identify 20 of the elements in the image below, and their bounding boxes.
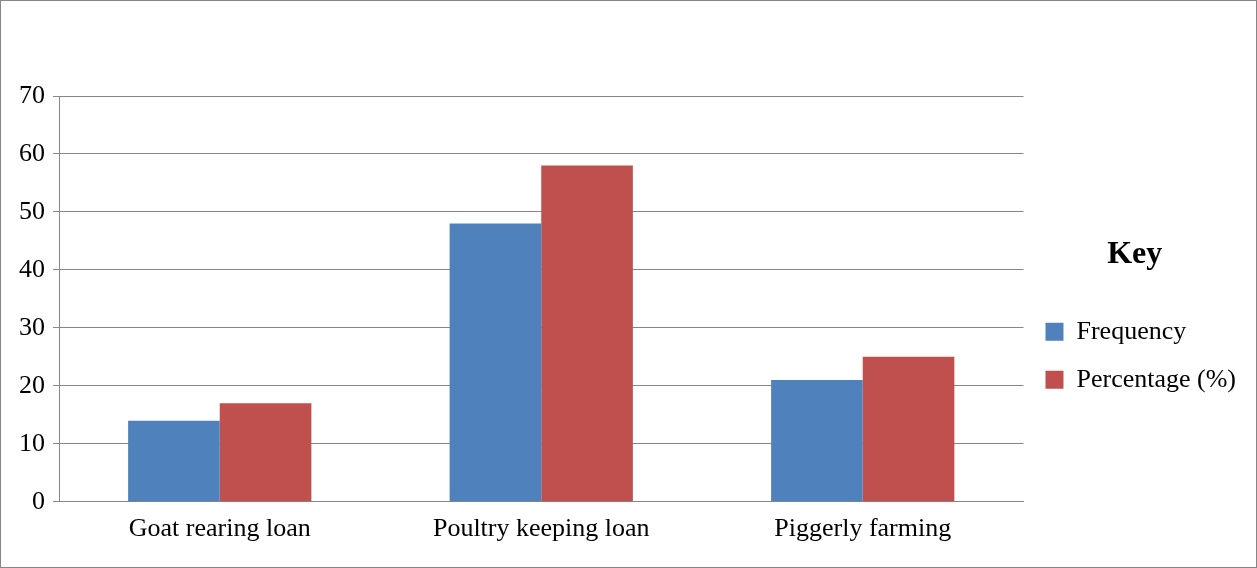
bar	[449, 223, 542, 502]
bar	[771, 380, 863, 502]
y-tick-label: 20	[19, 369, 45, 399]
y-tick-label: 0	[32, 485, 45, 515]
x-tick-label: Poultry keeping loan	[432, 513, 650, 543]
y-tick-label: 40	[19, 253, 45, 283]
y-tick-label: 30	[19, 311, 45, 341]
bar	[862, 356, 955, 502]
y-tick-label: 60	[19, 137, 45, 167]
y-tick-label: 10	[19, 427, 45, 457]
x-tick-label: Piggerly farming	[774, 513, 952, 543]
legend-title: Key	[1107, 233, 1163, 270]
legend-label: Frequency	[1076, 315, 1187, 345]
y-tick-label: 50	[19, 195, 45, 225]
legend-label: Percentage (%)	[1076, 363, 1237, 393]
bar	[128, 420, 220, 502]
bar	[219, 403, 312, 502]
bar	[541, 165, 633, 502]
y-tick-label: 70	[19, 79, 45, 109]
x-tick-label: Goat rearing loan	[128, 513, 311, 543]
